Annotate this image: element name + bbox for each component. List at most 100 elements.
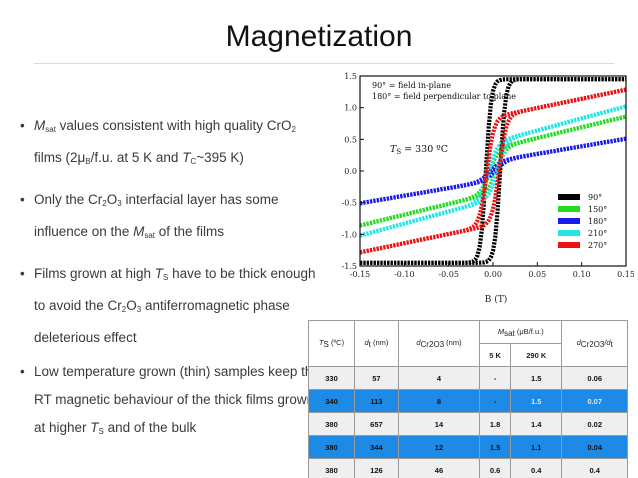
legend-swatch <box>558 206 580 212</box>
table-cell: 12 <box>397 435 481 459</box>
ts-label-sub: S <box>396 148 401 156</box>
ts-label-prefix: T <box>390 144 397 155</box>
table-cell: 0.6 <box>479 458 512 478</box>
x-tick-label: -0.05 <box>438 270 459 279</box>
header-ts: TS (ºC) <box>307 320 356 367</box>
y-tick-label: 0.5 <box>344 135 357 144</box>
y-tick-label: -1.5 <box>342 262 357 271</box>
text-span: O <box>126 298 137 313</box>
table-cell: 380 <box>307 412 356 436</box>
table-cell: 380 <box>307 435 356 459</box>
header-msat: Msat (μB/f.u.) <box>479 320 563 344</box>
text-span: films (2μ <box>34 150 86 165</box>
header-dt: dt (nm) <box>354 320 399 367</box>
table-cell: 657 <box>354 412 399 436</box>
text-span: M <box>34 118 46 133</box>
header-text: (ºC) <box>328 338 345 347</box>
table-cell: 380 <box>307 458 356 478</box>
x-tick-label: 0.00 <box>484 270 502 279</box>
header-sub: Cr2O3 <box>580 340 605 349</box>
table-cell: 113 <box>354 389 399 413</box>
header-text: d <box>576 338 581 347</box>
y-tick-label: -1.0 <box>342 230 357 239</box>
text-span: and of the bulk <box>103 420 197 435</box>
table-cell: 330 <box>307 366 356 390</box>
header-text: /d <box>604 338 611 347</box>
series-line-270-ascending <box>359 87 627 255</box>
header-sub: S <box>323 340 329 349</box>
bullet-list: Msat values consistent with high quality… <box>20 112 320 456</box>
bullet-item: Msat values consistent with high quality… <box>20 112 320 176</box>
table-header-row: TS (ºC) dt (nm) dCr2O3 (nm) Msat (μB/f.u… <box>307 320 628 367</box>
text-span: T <box>182 150 191 165</box>
legend-label: 210° <box>588 229 607 238</box>
table-cell: 8 <box>397 389 481 413</box>
text-span: interfacial layer has some influence on … <box>34 192 279 239</box>
series-line-210-ascending <box>359 104 627 238</box>
hysteresis-chart: -0.15 -0.10 -0.05 0.00 0.05 0.10 0.15 1.5 1.0 0.5… <box>326 66 634 306</box>
table-cell: 1.1 <box>510 435 563 459</box>
text-span: O <box>106 192 118 207</box>
text-sub: sat <box>45 125 56 134</box>
text-span: antiferromagnetic phase deleterious effe… <box>34 298 290 345</box>
table-cell: 57 <box>354 366 399 390</box>
annotation-perpendicular: 180° = field perpendicular to plane <box>372 92 516 101</box>
header-text: (nm) <box>444 338 462 347</box>
text-sub: 2 <box>121 305 127 314</box>
table-cell: - <box>479 389 512 413</box>
bullet-item: Low temperature grown (thin) samples kee… <box>20 358 320 446</box>
text-sub: C <box>190 157 197 166</box>
series-line-180-ascending <box>359 136 627 206</box>
x-tick-label: 0.05 <box>528 270 546 279</box>
table-row: 380 344 12 1.5 1.1 0.04 <box>307 435 628 459</box>
text-sub: S <box>163 273 169 282</box>
table-cell: 0.04 <box>561 435 628 459</box>
header-sub: t <box>368 340 371 349</box>
ts-label: TS = 330 ºC <box>390 144 448 156</box>
subheader-5k: 5 K <box>479 343 512 367</box>
y-tick-label: 1.5 <box>344 72 357 81</box>
table-cell: 1.4 <box>510 412 563 436</box>
table-cell: - <box>479 366 512 390</box>
text-span: T <box>90 420 99 435</box>
header-dcr: dCr2O3 (nm) <box>397 320 481 367</box>
table-cell: 4 <box>397 366 481 390</box>
legend-swatch <box>558 230 580 236</box>
table-cell: 0.4 <box>561 458 628 478</box>
ts-label-suffix: = 330 ºC <box>401 144 448 155</box>
legend-swatch <box>558 194 580 200</box>
table-cell: 1.5 <box>510 366 563 390</box>
text-sub: S <box>98 427 104 436</box>
x-tick-label: -0.15 <box>350 270 371 279</box>
table-row: 380 126 46 0.6 0.4 0.4 <box>307 458 628 478</box>
y-tick-label: 1.0 <box>344 104 357 113</box>
legend-layer: 90° 150° 180° 210° 270° <box>558 193 607 250</box>
table-cell: 0.02 <box>561 412 628 436</box>
table-row: 330 57 4 - 1.5 0.06 <box>307 366 628 390</box>
text-span: of the films <box>155 224 225 239</box>
slide-title: Magnetization <box>225 20 413 53</box>
hysteresis-chart-svg: -0.15 -0.10 -0.05 0.00 0.05 0.10 0.15 1.5 1.0 0.5… <box>342 72 634 305</box>
results-table: TS (ºC) dt (nm) dCr2O3 (nm) Msat (μB/f.u… <box>307 320 628 478</box>
header-text: M <box>497 326 505 336</box>
bullet-item: Only the Cr2O3 interfacial layer has som… <box>20 186 320 250</box>
text-span: ~395 K) <box>196 150 244 165</box>
legend-label: 150° <box>588 205 607 214</box>
text-sub: B <box>85 157 91 166</box>
table-cell: 1.8 <box>479 412 512 436</box>
text-sub: 2 <box>102 199 107 208</box>
legend-label: 90° <box>588 193 602 202</box>
table-row: 340 113 8 - 1.5 0.07 <box>307 389 628 413</box>
text-sub: 2 <box>291 125 296 134</box>
legend-swatch <box>558 218 580 224</box>
table-cell: 1.5 <box>479 435 512 459</box>
table-cell: 0.07 <box>561 389 628 413</box>
header-text: d <box>416 338 421 347</box>
text-span: Only the Cr <box>34 192 103 207</box>
text-sub: sat <box>144 231 155 240</box>
x-tick-label: -0.10 <box>394 270 415 279</box>
text-sub: 3 <box>117 199 122 208</box>
text-span: Films grown at high <box>34 266 155 281</box>
table-subheader-row: 5 K 290 K <box>309 343 628 367</box>
frame-layer: -0.15 -0.10 -0.05 0.00 0.05 0.10 0.15 1.5 1.0 0.5… <box>342 72 634 279</box>
